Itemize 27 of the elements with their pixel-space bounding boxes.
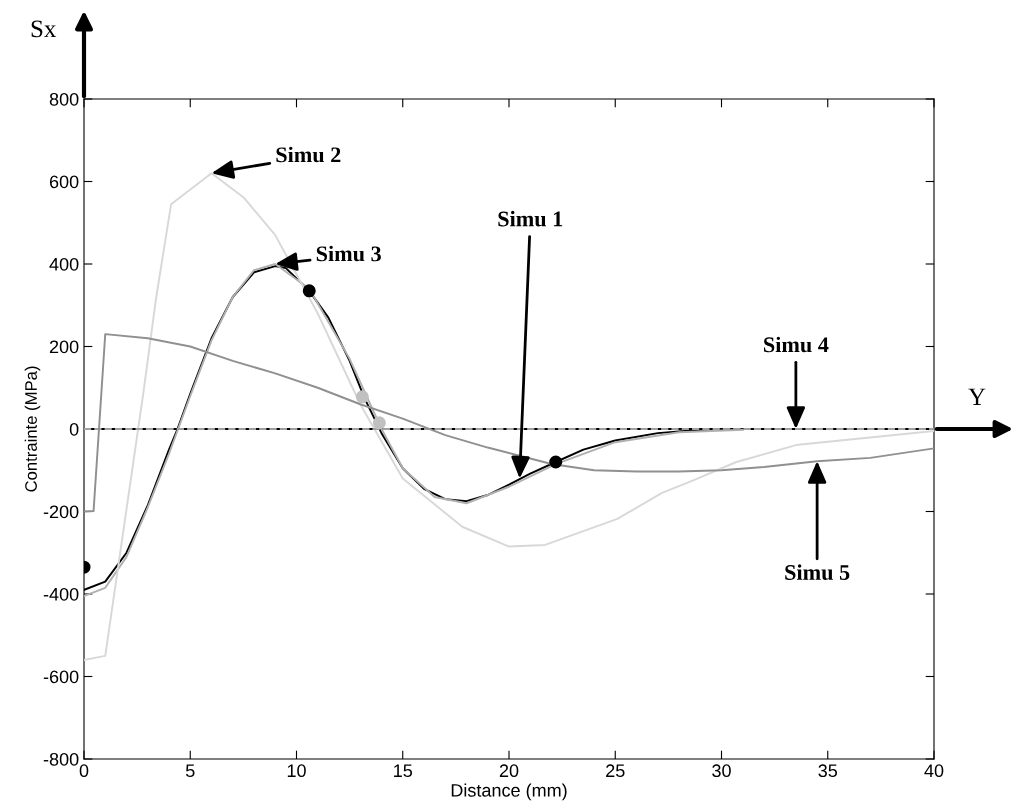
annotation: Simu 5 (785, 564, 850, 580)
y-tick-label: 600 (49, 175, 79, 189)
x-axis-title: Distance (mm) (451, 783, 567, 801)
y-tick-label: 0 (69, 422, 79, 436)
x-tick-label: 5 (185, 764, 195, 778)
y-tick-label: -800 (43, 752, 79, 766)
x-tick-label: 15 (394, 764, 413, 778)
annotation: Simu 1 (498, 210, 563, 227)
y-tick-label: 800 (49, 92, 79, 106)
x-tick-label: 30 (712, 764, 731, 778)
y-tick-label: -400 (43, 587, 79, 601)
x-tick-label: 35 (818, 764, 838, 778)
annotation: Simu 2 (276, 146, 341, 163)
x-tick-label: 20 (499, 764, 519, 778)
x-tick-label: 0 (79, 764, 89, 778)
text: Y (968, 388, 986, 406)
y-axis-title: Contrainte (MPa) (24, 366, 41, 492)
y-tick-label: 200 (49, 340, 79, 354)
text: Sx (31, 20, 57, 38)
annotation: Simu 4 (764, 336, 829, 353)
y-tick-label: -200 (43, 505, 79, 519)
x-tick-label: 25 (606, 764, 625, 778)
y-tick-label: 400 (49, 257, 79, 271)
y-tick-label: -600 (43, 670, 79, 684)
annotation: Simu 3 (316, 245, 381, 262)
x-tick-label: 10 (287, 764, 306, 778)
x-tick-label: 40 (924, 764, 944, 778)
